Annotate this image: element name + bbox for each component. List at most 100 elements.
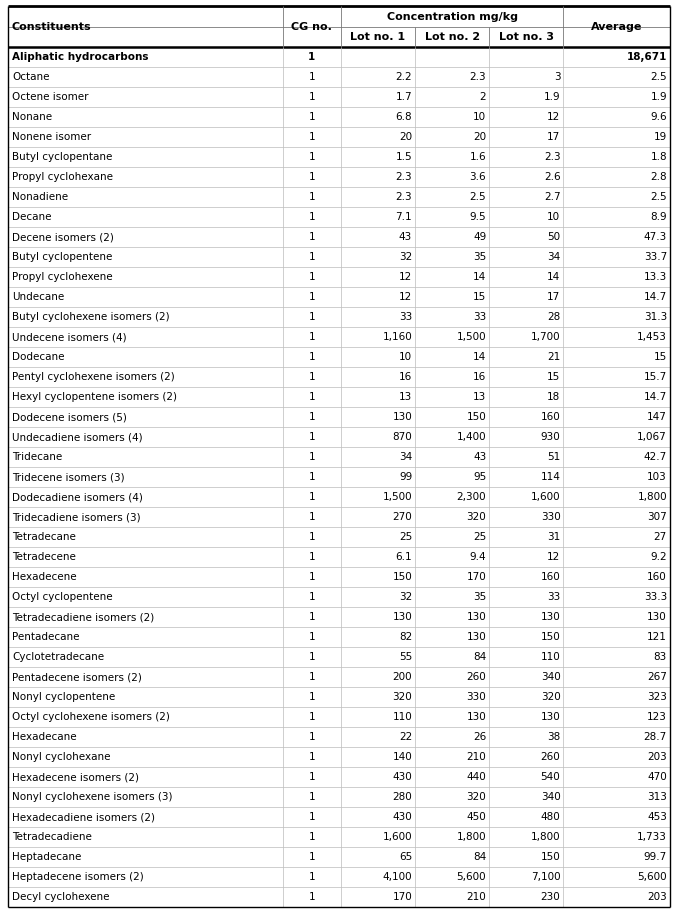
Text: Nonene isomer: Nonene isomer [12,132,91,142]
Text: 16: 16 [399,372,412,382]
Text: Octyl cyclohexene isomers (2): Octyl cyclohexene isomers (2) [12,712,170,722]
Text: Tridecadiene isomers (3): Tridecadiene isomers (3) [12,512,140,522]
Text: 870: 870 [393,432,412,442]
Text: 453: 453 [647,812,667,822]
Text: Tetradecane: Tetradecane [12,532,76,542]
Text: Nonyl cyclopentene: Nonyl cyclopentene [12,692,115,702]
Text: 1,800: 1,800 [457,832,486,842]
Text: Hexyl cyclopentene isomers (2): Hexyl cyclopentene isomers (2) [12,392,177,402]
Text: 1: 1 [308,52,315,62]
Text: 150: 150 [540,632,561,642]
Text: Propyl cyclohexane: Propyl cyclohexane [12,172,113,182]
Text: 1: 1 [308,372,315,382]
Text: 340: 340 [540,792,561,802]
Text: 930: 930 [540,432,561,442]
Text: 6.1: 6.1 [395,552,412,562]
Text: 1: 1 [308,632,315,642]
Text: 3.6: 3.6 [470,172,486,182]
Text: 267: 267 [647,672,667,682]
Text: 160: 160 [540,572,561,582]
Text: 28: 28 [547,312,561,322]
Text: 130: 130 [647,612,667,622]
Text: Dodecene isomers (5): Dodecene isomers (5) [12,412,127,422]
Text: 82: 82 [399,632,412,642]
Text: 1,600: 1,600 [382,832,412,842]
Text: 203: 203 [647,752,667,762]
Text: 26: 26 [473,732,486,742]
Text: Decyl cyclohexene: Decyl cyclohexene [12,892,110,902]
Text: 34: 34 [399,452,412,462]
Text: Nonadiene: Nonadiene [12,192,68,202]
Text: Lot no. 1: Lot no. 1 [351,32,405,42]
Text: 210: 210 [466,752,486,762]
Text: 1,600: 1,600 [531,492,561,502]
Text: Tridecene isomers (3): Tridecene isomers (3) [12,472,125,482]
Text: 1: 1 [308,292,315,302]
Text: 47.3: 47.3 [643,232,667,242]
Text: 1: 1 [308,172,315,182]
Text: 35: 35 [473,592,486,602]
Text: 1.6: 1.6 [470,152,486,162]
Text: 1,400: 1,400 [457,432,486,442]
Text: 1: 1 [308,552,315,562]
Text: Propyl cyclohexene: Propyl cyclohexene [12,272,113,282]
Text: 2.7: 2.7 [544,192,561,202]
Text: 200: 200 [393,672,412,682]
Text: 8.9: 8.9 [650,212,667,222]
Text: 150: 150 [540,852,561,862]
Text: 1: 1 [308,252,315,262]
Text: 35: 35 [473,252,486,262]
Text: Pentyl cyclohexene isomers (2): Pentyl cyclohexene isomers (2) [12,372,175,382]
Text: 1.8: 1.8 [650,152,667,162]
Text: 32: 32 [399,592,412,602]
Text: 2.3: 2.3 [395,172,412,182]
Text: Octyl cyclopentene: Octyl cyclopentene [12,592,113,602]
Text: 160: 160 [647,572,667,582]
Text: 1,800: 1,800 [637,492,667,502]
Text: 10: 10 [547,212,561,222]
Text: Constituents: Constituents [12,22,92,32]
Text: 1: 1 [308,872,315,882]
Text: 1,733: 1,733 [637,832,667,842]
Text: 320: 320 [466,792,486,802]
Text: 2: 2 [479,92,486,102]
Text: 1: 1 [308,392,315,402]
Text: 1,453: 1,453 [637,332,667,342]
Text: 49: 49 [473,232,486,242]
Text: 32: 32 [399,252,412,262]
Text: Lot no. 2: Lot no. 2 [424,32,480,42]
Text: 170: 170 [393,892,412,902]
Text: Nonyl cyclohexene isomers (3): Nonyl cyclohexene isomers (3) [12,792,172,802]
Text: 65: 65 [399,852,412,862]
Text: 1: 1 [308,72,315,82]
Text: Dodecadiene isomers (4): Dodecadiene isomers (4) [12,492,143,502]
Text: 1.9: 1.9 [544,92,561,102]
Text: 16: 16 [473,372,486,382]
Text: 33: 33 [399,312,412,322]
Text: 1: 1 [308,212,315,222]
Text: 147: 147 [647,412,667,422]
Text: 2.3: 2.3 [395,192,412,202]
Text: 27: 27 [654,532,667,542]
Text: 1,067: 1,067 [637,432,667,442]
Text: Nonane: Nonane [12,112,52,122]
Text: 470: 470 [647,772,667,782]
Text: 1: 1 [308,812,315,822]
Text: 1.5: 1.5 [395,152,412,162]
Text: 1: 1 [308,532,315,542]
Text: 9.6: 9.6 [650,112,667,122]
Text: 1: 1 [308,232,315,242]
Text: 15: 15 [654,352,667,362]
Text: 1: 1 [308,92,315,102]
Text: 12: 12 [399,272,412,282]
Text: 43: 43 [473,452,486,462]
Text: 1,700: 1,700 [531,332,561,342]
Text: 280: 280 [393,792,412,802]
Text: Decene isomers (2): Decene isomers (2) [12,232,114,242]
Text: 150: 150 [393,572,412,582]
Text: 42.7: 42.7 [643,452,667,462]
Text: 1: 1 [308,472,315,482]
Text: 1: 1 [308,272,315,282]
Text: 13: 13 [399,392,412,402]
Text: 31: 31 [547,532,561,542]
